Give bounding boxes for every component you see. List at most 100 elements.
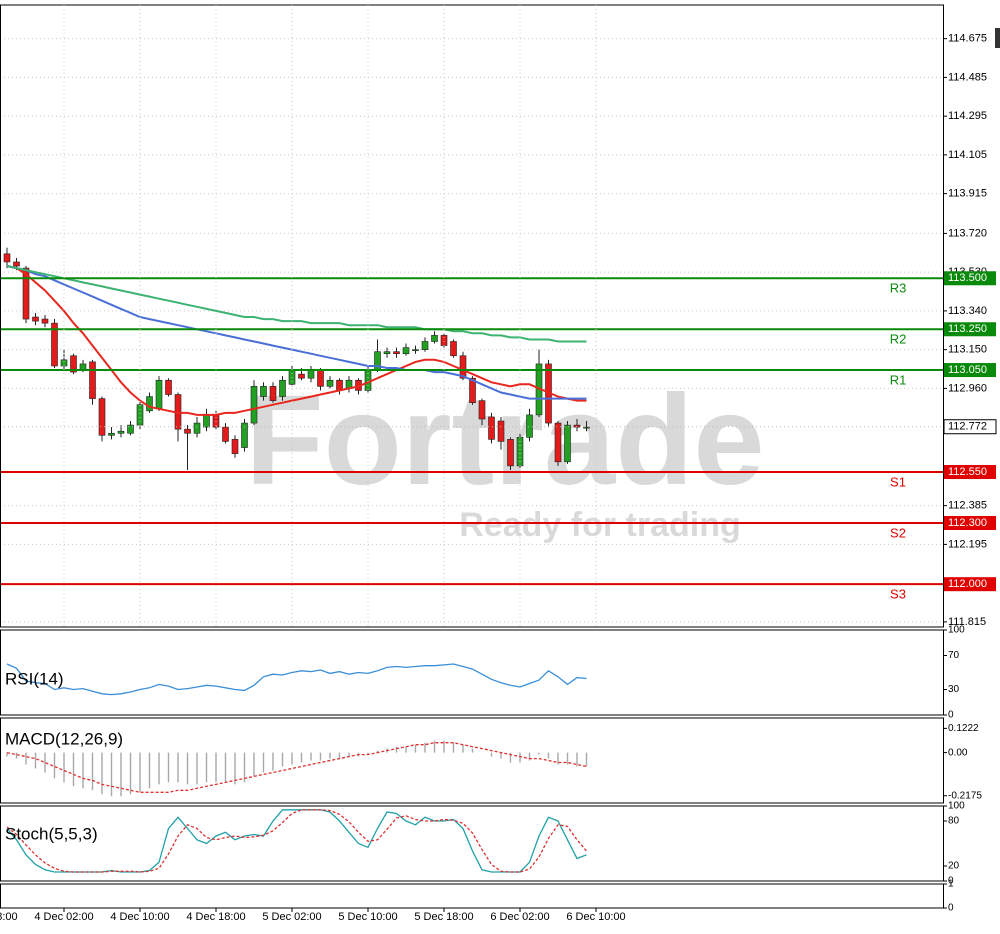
panel-border bbox=[0, 629, 944, 716]
y-tick-label: 114.105 bbox=[948, 149, 987, 161]
candle-body bbox=[526, 414, 533, 438]
y-tick-label: 0 bbox=[948, 876, 954, 887]
candle-body bbox=[89, 361, 96, 399]
candle-body bbox=[431, 335, 438, 342]
candle-body bbox=[70, 355, 77, 373]
y-tick-label: -0.2175 bbox=[948, 790, 982, 801]
x-tick-label: 4 Dec 10:00 bbox=[110, 911, 169, 923]
indicator-line bbox=[6, 265, 587, 416]
y-tick-label: 20 bbox=[948, 861, 960, 872]
candle-body bbox=[402, 347, 410, 355]
candle-body bbox=[554, 422, 562, 463]
candle-body bbox=[51, 322, 58, 367]
indicator-title: RSI(14) bbox=[5, 669, 64, 688]
y-tick-label: 112.385 bbox=[948, 500, 987, 512]
candle-body bbox=[564, 424, 571, 463]
y-tick-label: 113.915 bbox=[948, 188, 987, 200]
level-box bbox=[944, 515, 996, 530]
y-tick-label: 0.00 bbox=[948, 747, 968, 758]
candle-body bbox=[298, 373, 305, 379]
candle-body bbox=[412, 349, 419, 351]
y-tick-label: 113.720 bbox=[948, 227, 987, 239]
scroll-marker bbox=[995, 28, 1000, 48]
indicator-title: MACD(12,26,9) bbox=[5, 729, 123, 748]
candle-body bbox=[488, 416, 495, 440]
candle-body bbox=[193, 422, 201, 434]
x-tick-label: 3 Dec 18:00 bbox=[0, 911, 18, 923]
candle-body bbox=[269, 386, 277, 401]
y-tick-label: 30 bbox=[948, 684, 960, 695]
candle-body bbox=[127, 424, 134, 434]
y-tick-label: 70 bbox=[948, 650, 960, 661]
candle-body bbox=[184, 428, 191, 434]
candle-body bbox=[155, 379, 163, 410]
level-box bbox=[944, 577, 996, 592]
last-price-label: 112.772 bbox=[948, 421, 987, 433]
candle-body bbox=[450, 341, 457, 357]
level-name: S1 bbox=[890, 474, 906, 489]
level-label: 113.250 bbox=[948, 323, 987, 335]
x-tick-label: 6 Dec 02:00 bbox=[490, 911, 549, 923]
candle-body bbox=[241, 422, 248, 448]
candle-body bbox=[583, 426, 590, 429]
y-tick-label: 114.295 bbox=[948, 110, 987, 122]
y-tick-label: 0.1222 bbox=[948, 723, 979, 734]
panel-border bbox=[0, 717, 944, 804]
indicator-line bbox=[6, 742, 587, 793]
panel-border bbox=[0, 883, 944, 909]
candle-body bbox=[279, 379, 286, 397]
x-tick-label: 4 Dec 18:00 bbox=[186, 911, 245, 923]
candle-body bbox=[383, 351, 391, 355]
level-name: S2 bbox=[890, 525, 906, 540]
candle-body bbox=[393, 351, 400, 355]
candle-body bbox=[41, 318, 49, 324]
watermark-brand: Fortrade bbox=[245, 369, 764, 512]
y-tick-label: 100 bbox=[948, 625, 965, 636]
candle-body bbox=[421, 341, 429, 350]
level-label: 113.050 bbox=[948, 364, 987, 376]
y-tick-label: 100 bbox=[948, 801, 965, 812]
candle-body bbox=[22, 267, 30, 320]
candle-body bbox=[478, 400, 486, 420]
candle-body bbox=[250, 386, 258, 424]
y-tick-label: 112.195 bbox=[948, 538, 987, 550]
indicator-line bbox=[6, 265, 587, 343]
indicator-line bbox=[6, 809, 587, 873]
level-box bbox=[944, 271, 996, 286]
candle-body bbox=[165, 379, 172, 395]
level-label: 113.500 bbox=[948, 272, 987, 284]
indicator-line bbox=[6, 663, 587, 696]
candle-body bbox=[231, 439, 239, 454]
level-box bbox=[944, 363, 996, 378]
indicator-title: Stoch(5,5,3) bbox=[5, 824, 98, 843]
candle-body bbox=[307, 369, 315, 379]
level-name: R2 bbox=[890, 332, 907, 347]
watermark-tagline: Ready for trading bbox=[459, 506, 740, 544]
y-tick-label: 114.485 bbox=[948, 71, 987, 83]
candle-body bbox=[336, 379, 343, 391]
level-label: 112.000 bbox=[948, 578, 987, 590]
candle-body bbox=[469, 377, 476, 403]
level-box bbox=[944, 322, 996, 337]
panel-border bbox=[0, 805, 944, 882]
indicator-line bbox=[6, 265, 587, 400]
candle-body bbox=[98, 398, 106, 436]
y-tick-label: 0 bbox=[948, 710, 954, 721]
x-tick-label: 5 Dec 02:00 bbox=[262, 911, 321, 923]
candle-body bbox=[108, 432, 115, 436]
x-tick-label: 6 Dec 10:00 bbox=[566, 911, 625, 923]
candle-body bbox=[222, 426, 229, 442]
y-tick-label: 112.960 bbox=[948, 382, 987, 394]
candle-body bbox=[32, 316, 39, 322]
y-tick-label: 80 bbox=[948, 816, 960, 827]
panel-border bbox=[0, 4, 944, 628]
candle-body bbox=[459, 355, 467, 379]
level-box bbox=[944, 465, 996, 480]
y-tick-label: 113.150 bbox=[948, 344, 987, 356]
candle-body bbox=[497, 420, 505, 442]
candle-body bbox=[203, 414, 210, 428]
candle-body bbox=[3, 253, 11, 263]
y-tick-label: 113.340 bbox=[948, 305, 987, 317]
